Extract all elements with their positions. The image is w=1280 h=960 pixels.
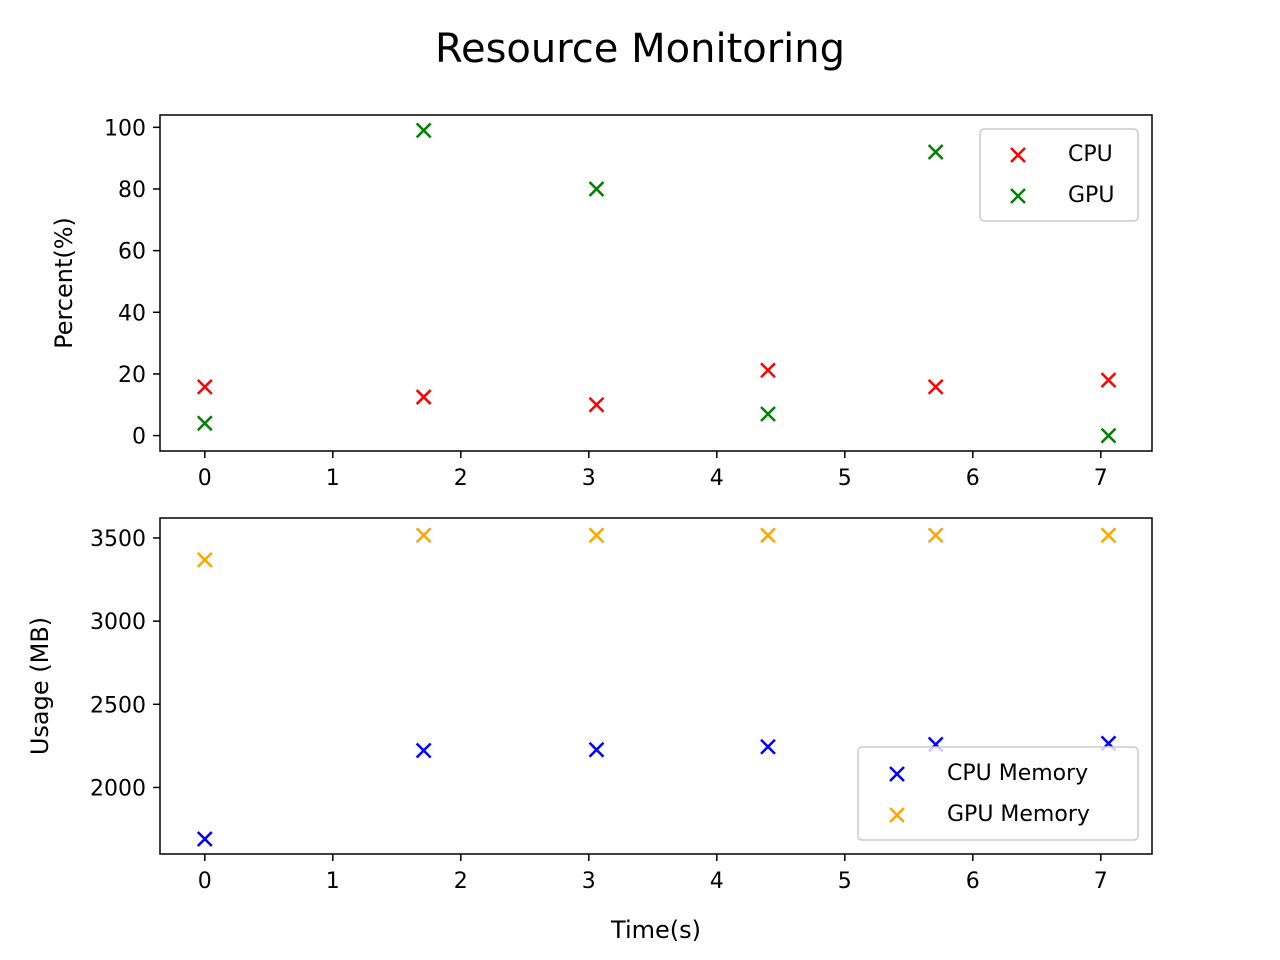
legend-marker-cpu-memory [889, 766, 905, 782]
y-tick-label: 80 [118, 178, 146, 203]
data-point-gpu-memory [1100, 527, 1117, 544]
legend-symbol-cpu-memory [889, 766, 905, 782]
legend-symbol-gpu [1010, 188, 1026, 204]
y-tick-label: 0 [132, 425, 146, 450]
data-point-cpu [196, 378, 213, 395]
percent-x-ticks: 0 1 2 3 4 5 6 7 [198, 451, 1108, 491]
usage-subplot: Usage (MB) Time(s) 0 1 2 3 4 5 6 7 2000 2500 3000… [26, 517, 1153, 944]
data-point-cpu [415, 389, 432, 405]
legend-symbol-gpu-memory [889, 807, 905, 823]
usage-data-points [196, 527, 1117, 847]
y-tick-label: 3500 [90, 527, 146, 552]
legend-marker-gpu-memory [889, 807, 905, 823]
percent-data-points [196, 122, 1117, 444]
legend-label-gpu: GPU [1068, 183, 1114, 208]
x-tick-label: 2 [454, 869, 468, 894]
usage-x-ticks: 0 1 2 3 4 5 6 7 [198, 854, 1108, 894]
x-tick-label: 5 [838, 466, 852, 491]
x-tick-label: 1 [326, 466, 340, 491]
data-point-gpu [196, 415, 213, 432]
legend-label-gpu-memory: GPU Memory [947, 802, 1090, 827]
x-tick-label: 4 [710, 466, 724, 491]
data-point-gpu [1100, 427, 1117, 444]
x-tick-label: 0 [198, 869, 212, 894]
data-point-gpu-memory [196, 552, 213, 568]
data-point-cpu-memory [760, 738, 776, 755]
data-point-gpu [415, 122, 432, 139]
data-point-cpu [927, 378, 944, 395]
usage-plot-frame [159, 517, 1153, 855]
y-tick-label: 20 [118, 363, 146, 388]
data-point-cpu [1100, 372, 1117, 388]
y-tick-label: 2000 [90, 776, 146, 801]
usage-y-ticks: 2000 2500 3000 3500 [90, 527, 160, 801]
data-point-cpu-memory [415, 742, 432, 759]
percent-y-axis-label: Percent(%) [50, 217, 78, 349]
y-tick-label: 40 [118, 301, 146, 326]
data-point-cpu-memory [588, 741, 605, 758]
data-point-cpu-memory [196, 831, 213, 847]
y-tick-label: 3000 [90, 610, 146, 635]
percent-plot-frame [159, 114, 1153, 452]
percent-y-ticks: 0 20 40 60 80 100 [104, 116, 160, 450]
data-point-cpu [588, 396, 605, 413]
data-point-gpu-memory [927, 527, 944, 544]
x-tick-label: 3 [582, 869, 596, 894]
x-tick-label: 5 [838, 869, 852, 894]
y-tick-label: 100 [104, 116, 146, 141]
data-point-gpu [588, 181, 605, 197]
usage-y-axis-label: Usage (MB) [26, 617, 54, 755]
usage-legend: CPU Memory GPU Memory [857, 746, 1139, 841]
x-tick-label: 6 [966, 869, 980, 894]
legend-label-cpu: CPU [1068, 142, 1113, 167]
usage-legend-box [857, 746, 1139, 841]
x-tick-label: 3 [582, 466, 596, 491]
data-point-cpu [760, 362, 776, 379]
percent-subplot: Percent(%) 0 1 2 3 4 5 6 7 0 20 40 60 80 100 CPU GPU [50, 114, 1153, 491]
data-point-gpu-memory [415, 527, 432, 544]
x-tick-label: 0 [198, 466, 212, 491]
x-tick-label: 7 [1094, 466, 1108, 491]
x-tick-label: 1 [326, 869, 340, 894]
legend-symbol-cpu [1010, 147, 1026, 163]
legend-marker-cpu [1010, 147, 1026, 163]
legend-marker-gpu [1010, 188, 1026, 204]
data-point-gpu-memory [588, 527, 605, 544]
x-tick-label: 7 [1094, 869, 1108, 894]
data-point-gpu [760, 406, 776, 422]
x-tick-label: 6 [966, 466, 980, 491]
y-tick-label: 60 [118, 240, 146, 265]
x-tick-label: 4 [710, 869, 724, 894]
y-tick-label: 2500 [90, 693, 146, 718]
chart-title: Resource Monitoring [435, 26, 845, 72]
percent-legend: CPU GPU [979, 128, 1139, 222]
legend-label-cpu-memory: CPU Memory [947, 761, 1088, 786]
x-tick-label: 2 [454, 466, 468, 491]
time-x-axis-label: Time(s) [610, 916, 701, 944]
data-point-gpu [927, 144, 944, 160]
data-point-gpu-memory [760, 527, 776, 544]
